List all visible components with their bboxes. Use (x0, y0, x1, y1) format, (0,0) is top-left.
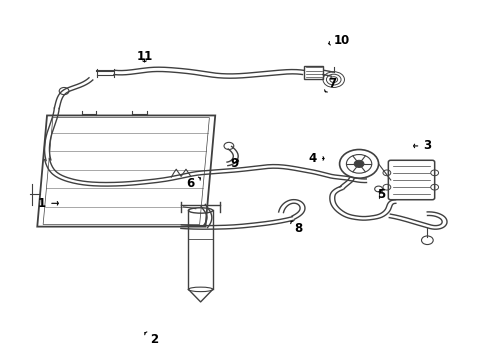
Text: 7: 7 (324, 77, 336, 92)
Circle shape (353, 160, 363, 167)
Text: 1: 1 (38, 197, 58, 210)
Text: 5: 5 (376, 188, 385, 201)
Text: 3: 3 (413, 139, 430, 152)
Text: 9: 9 (230, 157, 238, 170)
Text: 8: 8 (290, 221, 302, 235)
Text: 2: 2 (144, 332, 158, 346)
Bar (304, 66, 323, 79)
Text: 6: 6 (186, 177, 200, 190)
Text: 11: 11 (136, 50, 152, 63)
Text: 10: 10 (328, 33, 349, 47)
Text: 4: 4 (308, 152, 324, 165)
